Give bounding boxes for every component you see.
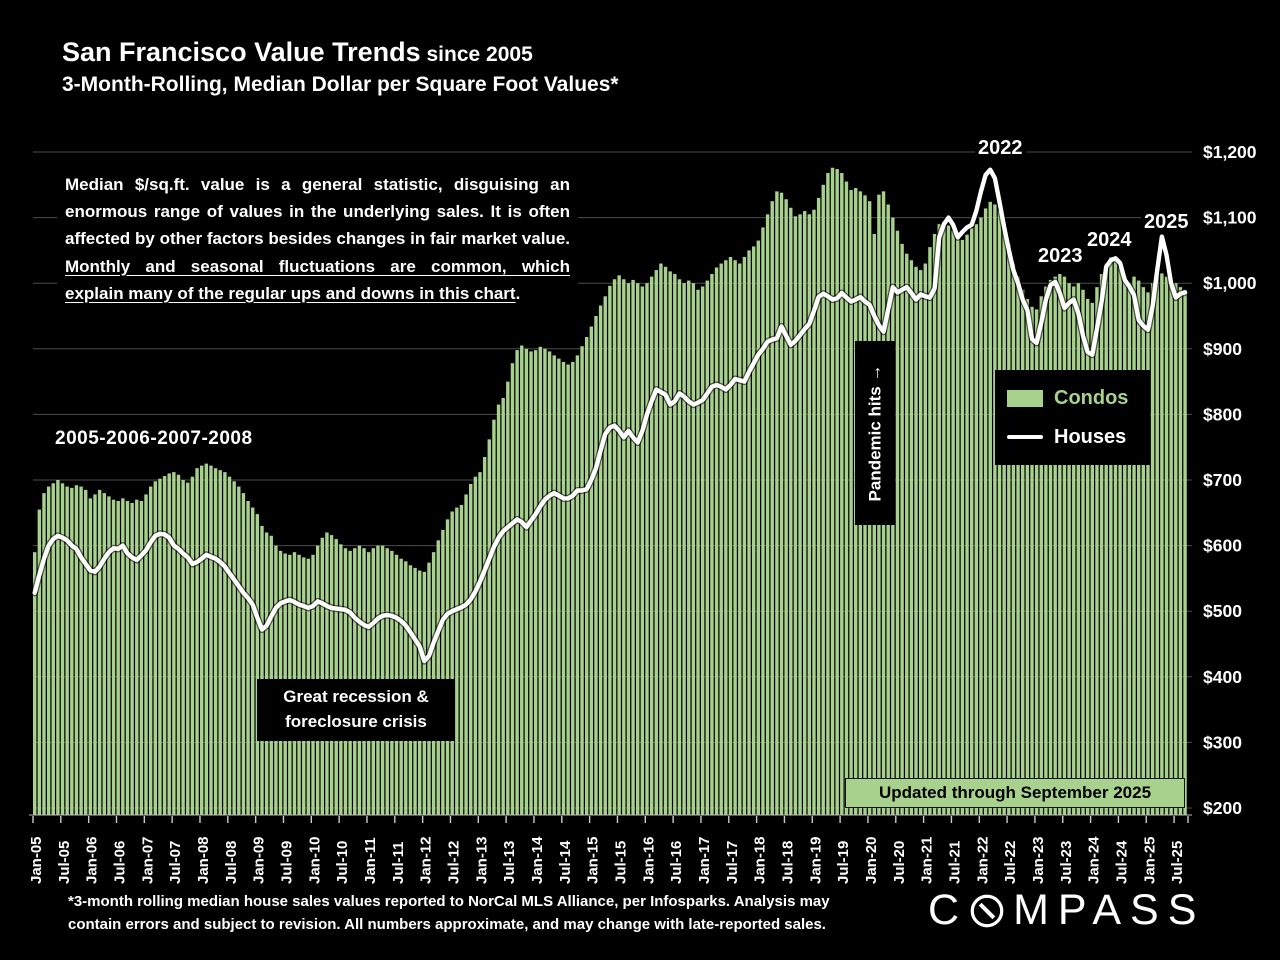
page-title: San Francisco Value Trends since 2005 3-…: [62, 36, 619, 98]
svg-text:Jan-12: Jan-12: [418, 836, 435, 884]
svg-text:Jul-16: Jul-16: [668, 841, 685, 884]
year-label-2025: 2025: [1141, 211, 1192, 234]
svg-text:Jul-14: Jul-14: [557, 840, 574, 884]
svg-text:Jan-21: Jan-21: [919, 836, 936, 884]
condos-swatch-icon: [1007, 389, 1043, 407]
svg-text:$500: $500: [1203, 601, 1242, 621]
era-annotation: 2005-2006-2007-2008: [55, 428, 253, 449]
logo-letter-c: C: [928, 886, 969, 934]
legend-row-houses: Houses: [1007, 426, 1150, 449]
svg-text:Jan-10: Jan-10: [306, 836, 323, 884]
svg-text:$900: $900: [1203, 339, 1242, 359]
svg-text:Jan-19: Jan-19: [807, 836, 824, 884]
svg-text:Jul-11: Jul-11: [390, 841, 407, 884]
pandemic-label: Pandemic hits →: [865, 364, 885, 502]
svg-text:Jan-14: Jan-14: [529, 836, 546, 884]
commentary-textbox: Median $/sq.ft. value is a general stati…: [57, 166, 578, 315]
logo-letters-mpass: MPASS: [1013, 886, 1206, 934]
svg-text:Jan-13: Jan-13: [473, 836, 490, 884]
legend-houses-label: Houses: [1054, 425, 1127, 448]
recession-line1: Great recession &: [283, 687, 429, 707]
pandemic-annotation: Pandemic hits →: [855, 341, 895, 525]
svg-text:Jan-08: Jan-08: [195, 836, 212, 884]
svg-text:Jul-18: Jul-18: [779, 841, 796, 884]
svg-text:Jan-06: Jan-06: [84, 836, 101, 884]
svg-text:Jul-15: Jul-15: [613, 841, 630, 884]
svg-text:Jul-09: Jul-09: [279, 841, 296, 884]
svg-text:$600: $600: [1203, 536, 1242, 556]
recession-line2: foreclosure crisis: [285, 712, 427, 731]
legend-condos-label: Condos: [1054, 386, 1129, 409]
svg-text:Jan-18: Jan-18: [752, 836, 769, 884]
year-label-2023: 2023: [1035, 245, 1086, 268]
svg-text:Jan-25: Jan-25: [1141, 836, 1158, 884]
svg-text:$800: $800: [1203, 404, 1242, 424]
legend-row-condos: Condos: [1007, 387, 1150, 410]
commentary-plain: Median $/sq.ft. value is a general stati…: [65, 175, 570, 249]
footnote-line2: contain errors and subject to revision. …: [68, 915, 826, 933]
svg-text:$300: $300: [1203, 732, 1242, 752]
commentary-underlined: Monthly and seasonal fluctuations are co…: [65, 256, 570, 303]
compass-o-icon: [970, 894, 1004, 927]
svg-text:Jul-21: Jul-21: [946, 841, 963, 884]
svg-text:Jan-05: Jan-05: [28, 836, 45, 884]
svg-text:Jul-06: Jul-06: [112, 841, 129, 884]
svg-text:Jul-22: Jul-22: [1002, 841, 1019, 884]
svg-text:Jul-19: Jul-19: [835, 841, 852, 884]
svg-text:Jan-15: Jan-15: [585, 836, 602, 884]
year-label-2022: 2022: [975, 137, 1026, 160]
svg-text:Jan-07: Jan-07: [139, 836, 156, 884]
updated-through-banner: Updated through September 2025: [845, 778, 1185, 808]
svg-text:Jul-12: Jul-12: [446, 841, 463, 884]
y-axis-labels: $200 $300 $400 $500 $600 $700 $800 $900 $1,000 $1…: [1203, 142, 1257, 818]
houses-line-swatch-icon: [1007, 435, 1043, 439]
compass-logo: C MPASS: [928, 886, 1205, 935]
svg-text:Jan-09: Jan-09: [251, 836, 268, 884]
footnote-line1: *3-month rolling median house sales valu…: [68, 893, 830, 910]
svg-text:Jan-20: Jan-20: [863, 836, 880, 884]
svg-text:Jul-10: Jul-10: [334, 841, 351, 884]
svg-text:$200: $200: [1203, 798, 1242, 818]
svg-text:$1,200: $1,200: [1203, 142, 1257, 162]
svg-text:Jan-17: Jan-17: [696, 836, 713, 884]
svg-text:$700: $700: [1203, 470, 1242, 490]
svg-text:$1,100: $1,100: [1203, 208, 1257, 228]
subtitle: 3-Month-Rolling, Median Dollar per Squar…: [62, 72, 619, 96]
svg-text:Jul-17: Jul-17: [724, 841, 741, 884]
svg-text:Jan-22: Jan-22: [974, 836, 991, 884]
svg-text:Jan-24: Jan-24: [1086, 836, 1103, 884]
x-axis: [29, 814, 1192, 823]
svg-text:$1,000: $1,000: [1203, 273, 1257, 293]
legend: Condos Houses: [995, 370, 1150, 465]
svg-text:Jul-07: Jul-07: [167, 841, 184, 884]
svg-text:Jan-23: Jan-23: [1030, 836, 1047, 884]
svg-text:Jul-20: Jul-20: [891, 841, 908, 884]
commentary-tail: .: [515, 283, 521, 303]
svg-text:Jul-24: Jul-24: [1113, 840, 1130, 884]
svg-text:Jan-11: Jan-11: [362, 837, 379, 884]
title-main: San Francisco Value Trends: [62, 37, 421, 67]
year-label-2024: 2024: [1084, 229, 1135, 252]
svg-text:Jul-05: Jul-05: [56, 841, 73, 884]
recession-annotation: Great recession & foreclosure crisis: [257, 679, 455, 741]
footnote: *3-month rolling median house sales valu…: [68, 891, 830, 936]
svg-text:Jul-13: Jul-13: [501, 841, 518, 884]
houses-line: [31, 166, 1189, 665]
svg-text:$400: $400: [1203, 667, 1242, 687]
svg-text:Jul-23: Jul-23: [1058, 841, 1075, 884]
svg-text:Jul-08: Jul-08: [223, 841, 240, 884]
svg-text:Jul-25: Jul-25: [1169, 841, 1186, 884]
x-axis-labels: Jan-05 Jul-05 Jan-06 Jul-06 Jan-07 Jul-07 Jan-…: [28, 836, 1186, 884]
svg-text:Jan-16: Jan-16: [640, 836, 657, 884]
title-suffix: since 2005: [420, 43, 533, 66]
